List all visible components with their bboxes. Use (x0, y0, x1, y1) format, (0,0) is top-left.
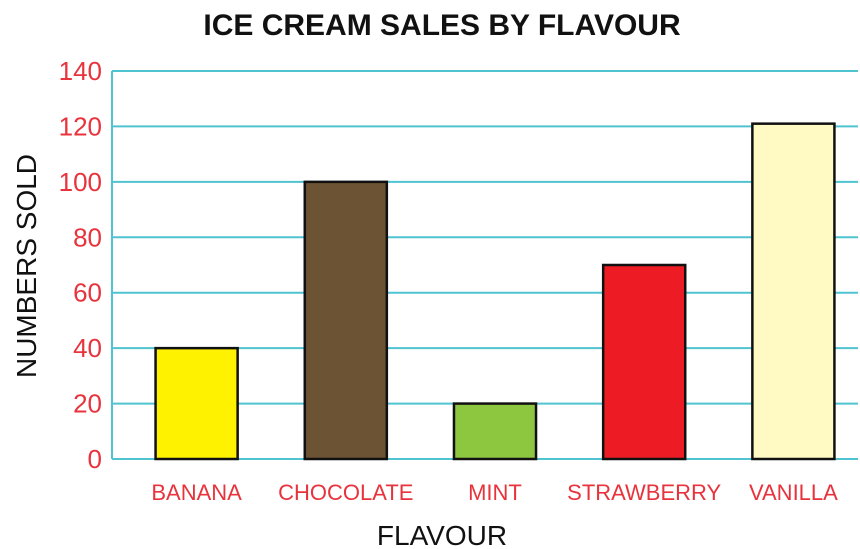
y-tick-label: 80 (73, 222, 102, 252)
x-category-label: MINT (468, 480, 522, 505)
bar-banana (154, 346, 239, 461)
x-category-label: CHOCOLATE (278, 480, 413, 505)
x-category-label: VANILLA (749, 480, 838, 505)
y-tick-label: 20 (73, 389, 102, 419)
x-category-label: BANANA (151, 480, 242, 505)
bar-strawberry (601, 263, 687, 461)
y-tick-label: 40 (73, 333, 102, 363)
y-tick-label: 140 (59, 56, 102, 86)
x-axis-categories: BANANA CHOCOLATE MINT STRAWBERRY VANILLA (151, 480, 838, 505)
bar-mint (452, 402, 538, 461)
y-tick-label: 60 (73, 278, 102, 308)
y-axis-label: NUMBERS SOLD (11, 154, 42, 378)
y-axis-ticks: 0 20 40 60 80 100 120 140 (59, 56, 102, 474)
bars (154, 122, 836, 461)
bar-chocolate (303, 180, 389, 461)
y-tick-label: 0 (88, 444, 102, 474)
x-axis-label: FLAVOUR (377, 520, 507, 549)
chart-title: ICE CREAM SALES BY FLAVOUR (203, 9, 681, 42)
y-tick-label: 100 (59, 167, 102, 197)
bar-vanilla (751, 122, 836, 461)
x-category-label: STRAWBERRY (567, 480, 721, 505)
y-tick-label: 120 (59, 111, 102, 141)
